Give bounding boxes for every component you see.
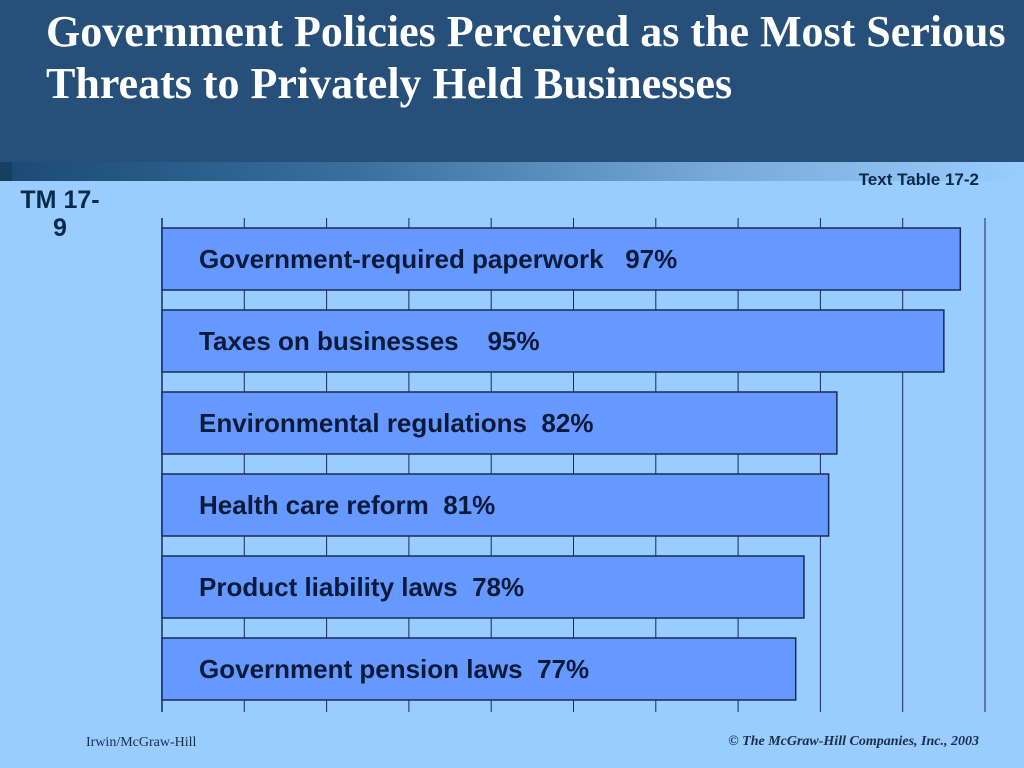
chart-bar [161,309,945,373]
title-underline-strip [0,162,1024,181]
chart-bar [161,637,797,701]
chart-bar [161,227,962,291]
slide-title: Government Policies Perceived as the Mos… [46,7,1006,108]
chart-bar [161,473,830,537]
chart-bar [161,391,838,455]
chart-bar-label: Health care reform 81% [199,490,495,520]
chart-bar-label: Product liability laws 78% [199,572,524,602]
chart-bar-label: Environmental regulations 82% [199,408,593,438]
footer-copyright: © The McGraw-Hill Companies, Inc., 2003 [728,734,979,749]
tm-label: TM 17-9 [20,186,100,242]
title-bar: Government Policies Perceived as the Mos… [0,0,1024,162]
source-label: Text Table 17-2 [858,170,979,189]
chart-bar-label: Taxes on businesses 95% [199,326,540,356]
chart-bar-label: Government-required paperwork 97% [199,244,677,274]
chart-bar [161,555,805,619]
chart-bar-label: Government pension laws 77% [199,654,589,684]
footer-publisher: Irwin/McGraw-Hill [86,735,197,750]
